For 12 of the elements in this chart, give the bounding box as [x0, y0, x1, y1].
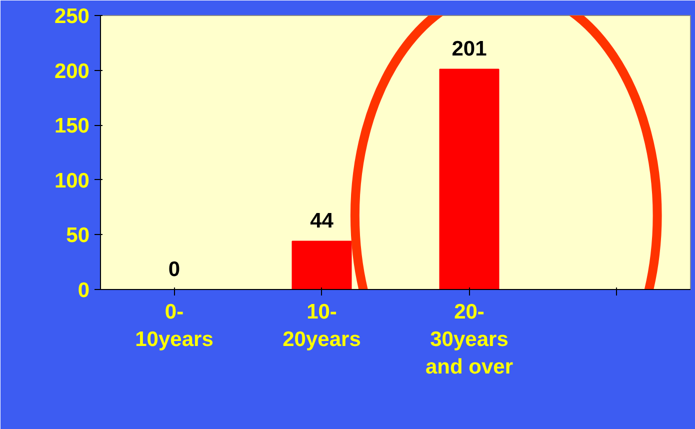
data-label: 0 — [168, 258, 180, 281]
y-tick-label: 200 — [54, 60, 90, 83]
y-tick-label: 50 — [66, 224, 90, 248]
x-tick-label: 0-10years — [135, 300, 214, 352]
y-tick-label: 100 — [54, 169, 90, 192]
x-tick-label: 20-30years and over — [425, 300, 514, 379]
data-label: 201 — [452, 38, 488, 61]
y-tick-label: 150 — [54, 114, 90, 138]
y-tick-label: 250 — [54, 5, 90, 28]
data-label: 44 — [310, 210, 334, 233]
y-tick-label: 0 — [78, 279, 90, 302]
x-tick-label: 10-20years — [282, 300, 361, 352]
